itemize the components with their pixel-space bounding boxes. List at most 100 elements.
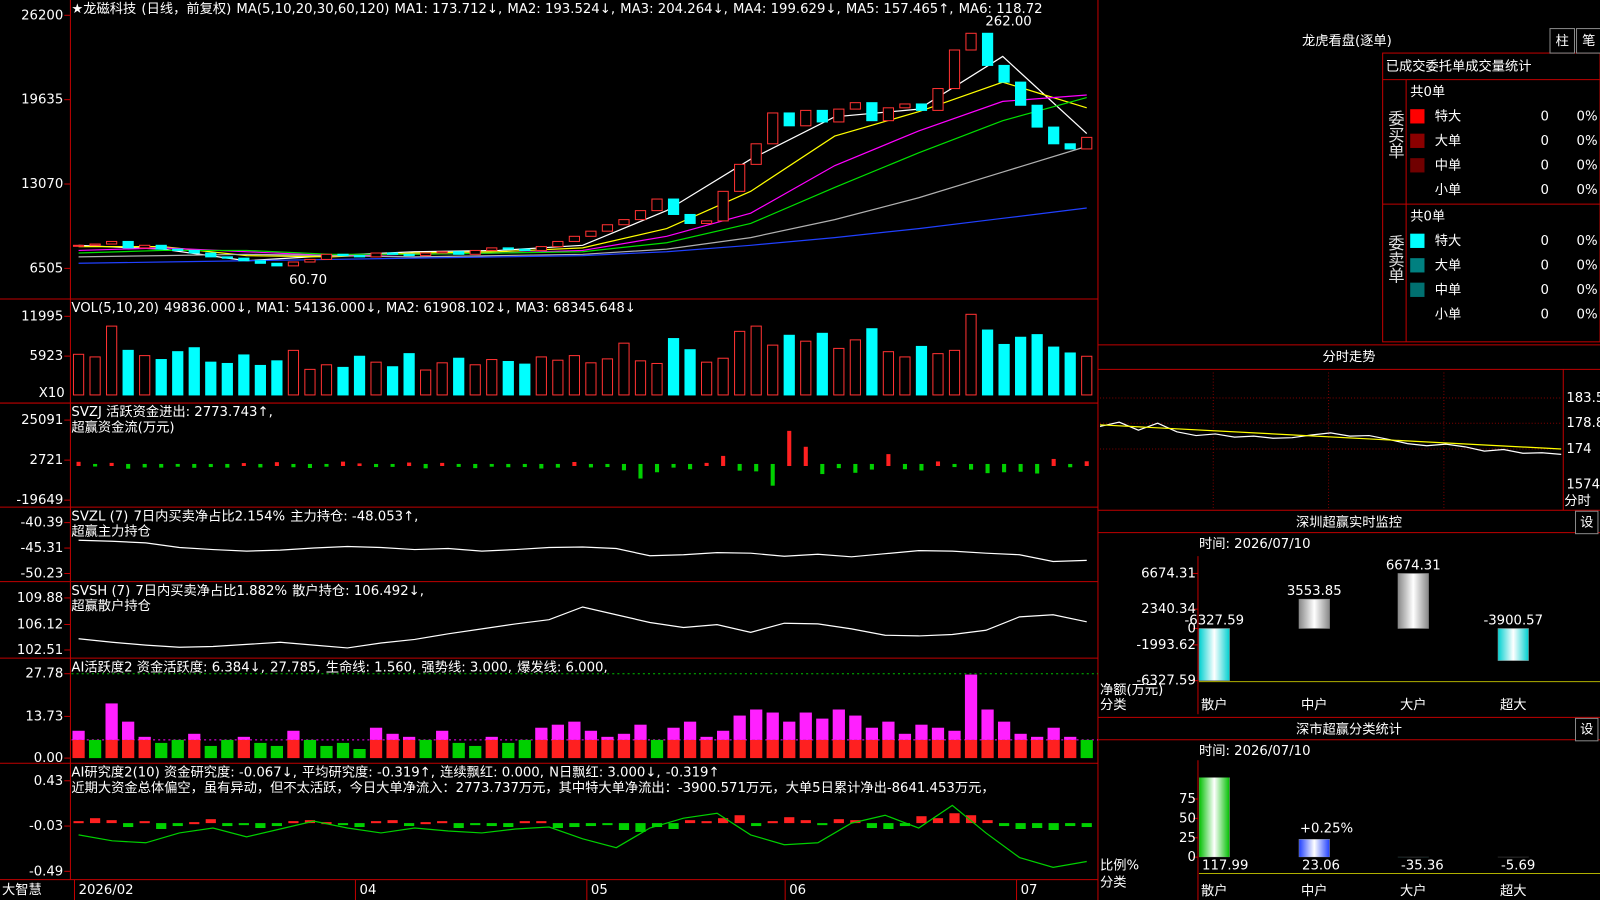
flow-bar [820,463,825,475]
volume-unit: X10 [39,386,65,401]
flow-bar [274,462,279,467]
volume-bar [89,356,101,396]
candle [139,244,151,249]
legend-item: MA6: 118.72 [959,2,1043,17]
row-name: 特大 [1435,233,1462,249]
activity-bar [436,730,449,759]
bar [1198,628,1230,681]
research-bar [337,823,349,826]
activity-base [997,739,1011,759]
moving-average [78,145,1087,258]
activity-bar [568,721,581,759]
legend-subtitle: 超赢资金流(万元) [71,419,174,436]
button-label[interactable]: 设 [1580,722,1593,738]
legend-item: 27.785, [270,660,321,675]
category-label: 中户 [1301,696,1328,713]
research-bar [817,823,828,826]
flow-bar [770,463,775,486]
x-label: 分时 [1564,493,1591,509]
activity-base [155,742,168,759]
volume-bar [601,358,614,396]
volume-bar [981,329,994,396]
activity-base [535,739,548,759]
legend-item: MA3: 204.264↓, [620,2,728,17]
research-bar [998,823,1010,827]
activity-top [617,733,631,740]
flow-bar [390,463,395,467]
volume-bar [866,328,878,396]
volume-bar [585,362,597,396]
legend-item: 爆发线: 6.000, [517,659,608,675]
candle [634,210,647,221]
candle [800,109,812,127]
button[interactable] [1575,717,1599,742]
volume-bar [221,362,233,396]
activity-base [700,739,713,759]
category-label: 超大 [1500,697,1527,713]
research-bar [784,817,795,824]
annotation: +0.25% [1300,822,1353,837]
research-bar [404,823,415,827]
candle [72,244,85,247]
candle [403,253,415,257]
legend-subtitle: 超赢主力持仓 [71,523,151,540]
row-pct: 0% [1577,307,1598,322]
activity-bar [683,721,697,759]
research-bar [1065,823,1076,827]
activity-top [551,724,564,740]
legend-item: 平均研究度: -0.319↑, [302,764,435,780]
moving-average [78,96,1087,255]
volume-label: 1574 [1566,478,1600,493]
research-bar [800,820,811,824]
candle [535,246,547,251]
candle [651,198,663,212]
flow-bar [836,463,841,469]
activity-base [518,739,531,759]
volume-bar [453,357,465,396]
candle [172,248,184,251]
activity-base [849,739,862,759]
y-tick-label: 13070 [21,177,63,192]
candle [965,32,977,51]
research-line [78,804,1087,869]
button[interactable] [1576,28,1600,54]
candle [833,108,845,123]
activity-base [634,739,647,759]
y-tick-label: -6327.59 [1136,674,1196,689]
activity-top [667,727,680,740]
volume-bar [320,364,333,396]
volume-bar [155,359,167,396]
research-bar [437,821,448,824]
button-label[interactable]: 笔 [1582,33,1595,49]
activity-bar [634,724,647,759]
row-pct: 0% [1577,283,1598,298]
activity-base [617,739,631,759]
activity-bar [1014,733,1027,759]
button[interactable] [1575,510,1599,535]
button[interactable] [1549,28,1575,54]
candle [866,102,878,122]
flow-bar [225,463,230,468]
value-label: -35.36 [1401,858,1444,873]
activity-top [601,736,614,740]
y-tick-label: 0 [1187,621,1195,636]
volume-bar [436,362,448,396]
flow-bar [374,463,379,468]
flow-bar [688,463,693,470]
activity-base [568,739,581,759]
activity-top [436,730,449,740]
candle [1064,143,1076,150]
activity-base [237,739,250,759]
activity-bar [551,724,564,759]
button-label[interactable]: 设 [1580,514,1593,530]
activity-bar [700,736,713,759]
activity-bar [750,709,763,759]
y-tick-label: 0.43 [34,774,64,789]
y-tick-label: 174 [1566,442,1591,457]
activity-top [733,715,746,740]
legend-item: MA2: 193.524↓, [507,2,615,17]
legend-swatch [1410,233,1425,248]
order-box [1382,52,1600,343]
button-label[interactable]: 柱 [1556,33,1569,49]
volume-bar [469,364,481,396]
